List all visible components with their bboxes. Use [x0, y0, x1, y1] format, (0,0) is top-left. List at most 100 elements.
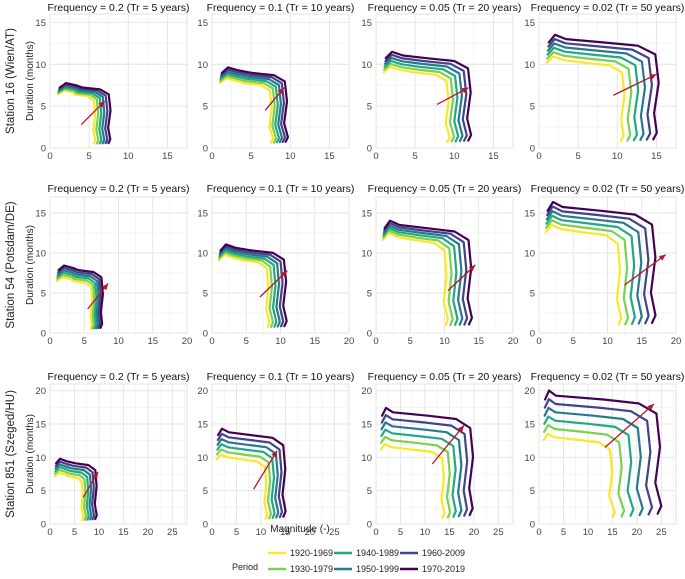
period-curve — [219, 243, 288, 328]
period-curve — [217, 253, 271, 329]
x-tick-label: 0 — [373, 336, 378, 347]
plot-area — [49, 13, 188, 149]
x-tick-label: 15 — [473, 336, 484, 347]
x-tick-label: 0 — [536, 336, 541, 347]
period-curve — [545, 55, 626, 143]
x-tick-label: 15 — [607, 527, 618, 538]
period-curve — [219, 75, 278, 144]
panel: Frequency = 0.2 (Tr = 5 years) 0 5 10 15 0 5 10… — [35, 2, 189, 162]
period-curve — [57, 86, 103, 145]
period-curve — [57, 264, 104, 329]
y-tick-label: 15 — [35, 209, 46, 220]
period-curve — [547, 38, 653, 141]
x-tick-label: 10 — [439, 336, 450, 347]
panel-title: Frequency = 0.05 (Tr = 20 years) — [368, 2, 522, 14]
panel-title: Frequency = 0.2 (Tr = 5 years) — [47, 183, 189, 195]
x-tick-label: 10 — [113, 336, 124, 347]
x-tick-label: 10 — [612, 151, 623, 162]
period-curve — [380, 435, 452, 519]
period-curve — [219, 70, 284, 144]
legend-label: 1950-1999 — [356, 564, 399, 574]
y-tick-label: 5 — [41, 102, 46, 113]
y-tick-label: 20 — [524, 386, 535, 397]
legend-title: Period — [232, 562, 258, 572]
panel-title: Frequency = 0.1 (Tr = 10 years) — [207, 183, 355, 195]
y-tick-label: 15 — [35, 420, 46, 431]
y-tick-label: 15 — [524, 420, 535, 431]
y-tick-label: 0 — [530, 144, 535, 155]
y-tick-label: 20 — [35, 386, 46, 397]
period-curve — [384, 50, 473, 142]
period-curve — [56, 273, 96, 330]
y-tick-label: 15 — [361, 209, 372, 220]
period-curve — [380, 414, 469, 517]
panel-title: Frequency = 0.2 (Tr = 5 years) — [47, 2, 189, 14]
y-tick-label: 5 — [530, 289, 535, 300]
x-tick-label: 15 — [651, 151, 662, 162]
x-tick-label: 5 — [72, 527, 77, 538]
trend-arrow-head — [649, 74, 657, 80]
panel: Frequency = 0.02 (Tr = 50 years) 0 5 10 15 0 5… — [524, 2, 684, 162]
x-tick-label: 5 — [571, 336, 576, 347]
period-curve — [216, 448, 273, 520]
panel: Frequency = 0.02 (Tr = 50 years) 0 5 10 15 20… — [524, 371, 684, 538]
period-curve — [218, 249, 278, 328]
x-tick-label: 15 — [444, 527, 455, 538]
x-tick-label: 20 — [182, 336, 193, 347]
panel: Frequency = 0.05 (Tr = 20 years) 0 5 10 15 20… — [361, 371, 521, 538]
y-tick-label: 0 — [367, 329, 372, 340]
station-row: Station 851 (Szeged/HU) Duration (months)… — [5, 371, 684, 538]
period-curve — [383, 222, 469, 326]
x-tick-label: 10 — [123, 151, 134, 162]
period-curve — [216, 443, 276, 519]
x-tick-label: 15 — [118, 527, 129, 538]
period-curve — [382, 227, 459, 326]
legend-label: 1930-1979 — [290, 564, 333, 574]
x-tick-label: 20 — [344, 336, 355, 347]
x-tick-label: 25 — [167, 527, 178, 538]
period-curve — [383, 56, 464, 143]
legend-label: 1960-2009 — [422, 548, 465, 558]
x-tick-label: 10 — [285, 151, 296, 162]
station-label: Station 851 (Szeged/HU) — [5, 390, 17, 518]
period-curve — [380, 428, 457, 518]
trend-arrow-head — [102, 283, 109, 291]
period-curve — [57, 87, 100, 145]
panel-title: Frequency = 0.02 (Tr = 50 years) — [531, 2, 685, 14]
period-curve — [382, 224, 464, 326]
panel-title: Frequency = 0.05 (Tr = 20 years) — [368, 371, 522, 383]
trend-arrow-head — [647, 404, 654, 411]
x-tick-label: 20 — [632, 527, 643, 538]
x-tick-label: 5 — [86, 151, 91, 162]
trend-arrow-head — [92, 472, 98, 479]
y-tick-label: 20 — [361, 386, 372, 397]
y-axis-label: Duration (months) — [25, 225, 36, 305]
x-tick-label: 5 — [575, 151, 580, 162]
panel-title: Frequency = 0.1 (Tr = 10 years) — [207, 2, 355, 14]
panel: Frequency = 0.02 (Tr = 50 years) 0 5 10 15 20… — [524, 183, 684, 347]
x-tick-label: 25 — [329, 527, 340, 538]
legend: Period 1920-1969 1940-1989 1960-2009 1930-1… — [232, 548, 465, 574]
y-tick-label: 0 — [203, 520, 208, 531]
period-curve — [379, 443, 446, 519]
period-curve — [54, 468, 88, 521]
y-tick-label: 0 — [530, 520, 535, 531]
legend-label: 1920-1969 — [290, 548, 333, 558]
period-curve — [381, 406, 475, 517]
y-axis-label: Duration (months) — [25, 41, 36, 121]
y-tick-label: 10 — [197, 60, 208, 71]
trend-arrow-head — [98, 101, 105, 108]
x-tick-label: 15 — [324, 151, 335, 162]
period-curve — [56, 271, 98, 330]
y-tick-label: 20 — [197, 386, 208, 397]
period-curve — [383, 62, 455, 143]
period-curve — [219, 72, 281, 144]
y-tick-label: 0 — [367, 144, 372, 155]
y-tick-label: 10 — [524, 249, 535, 260]
plot-area — [375, 383, 514, 525]
panel: Frequency = 0.1 (Tr = 10 years) 0 5 10 15 20 0… — [197, 183, 354, 347]
panel-title: Frequency = 0.1 (Tr = 10 years) — [207, 371, 355, 383]
period-curve — [543, 424, 626, 518]
x-tick-label: 0 — [209, 151, 214, 162]
